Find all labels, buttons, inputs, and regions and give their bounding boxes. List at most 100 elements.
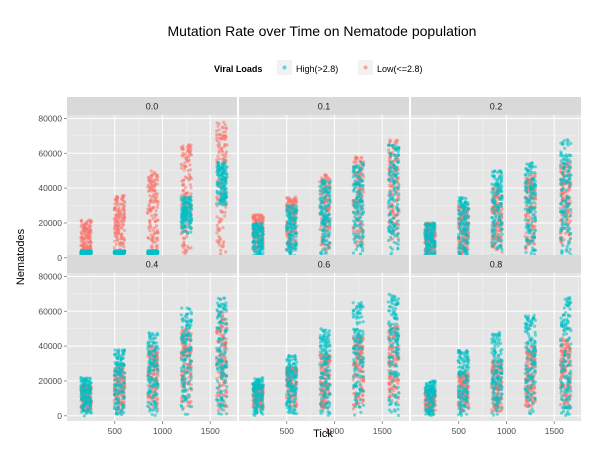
- data-point-high: [189, 218, 193, 222]
- data-point-high: [189, 211, 193, 215]
- data-point-low: [218, 236, 222, 240]
- data-point-high: [327, 212, 331, 217]
- data-point-high: [181, 205, 185, 209]
- data-point-high: [497, 233, 501, 237]
- data-point-low: [82, 245, 86, 249]
- y-tick-label: 60000: [38, 148, 62, 158]
- data-point-high: [320, 208, 324, 212]
- data-point-high: [534, 228, 538, 232]
- data-point-high: [500, 232, 504, 236]
- data-point-high: [466, 208, 470, 212]
- data-point-high: [284, 248, 289, 252]
- data-point-low: [531, 225, 535, 229]
- data-point-high: [187, 224, 192, 228]
- data-point-high: [186, 211, 190, 215]
- data-point-high: [500, 238, 504, 242]
- data-point-high: [424, 236, 428, 241]
- data-point-high: [466, 202, 470, 206]
- data-point-high: [182, 226, 186, 230]
- data-point-low: [155, 218, 159, 222]
- data-point-high: [389, 153, 393, 157]
- data-point-high: [568, 166, 573, 170]
- data-point-high: [319, 251, 323, 255]
- legend: Viral Loads High(>2.8) Low(<=2.8): [214, 60, 423, 75]
- data-point-low: [256, 218, 260, 222]
- data-point-high: [147, 251, 151, 256]
- data-point-low: [524, 231, 528, 235]
- data-point-high: [390, 251, 394, 255]
- data-point-high: [491, 193, 495, 197]
- data-point-high: [559, 151, 563, 156]
- data-point-high: [328, 217, 332, 221]
- data-point-high: [290, 226, 294, 230]
- data-point-high: [356, 210, 361, 214]
- data-point-high: [183, 229, 187, 233]
- data-point-high: [564, 188, 569, 192]
- data-point-low: [147, 203, 151, 207]
- data-point-high: [532, 213, 536, 217]
- data-point-high: [223, 178, 227, 182]
- data-point-low: [218, 243, 222, 247]
- data-point-high: [532, 190, 536, 194]
- data-point-high: [361, 179, 365, 183]
- data-point-low: [123, 200, 127, 204]
- data-point-high: [285, 227, 289, 231]
- data-point-high: [392, 166, 396, 170]
- data-point-high: [293, 219, 297, 223]
- data-point-low: [156, 175, 160, 179]
- data-point-low: [113, 223, 117, 227]
- data-point-high: [324, 180, 328, 184]
- data-point-high: [360, 188, 364, 192]
- data-point-high: [392, 216, 396, 220]
- data-point-high: [216, 173, 220, 177]
- data-point-high: [559, 159, 563, 163]
- data-point-high: [352, 219, 356, 223]
- data-point-low: [115, 239, 119, 243]
- data-point-high: [523, 173, 527, 177]
- data-point-low: [152, 371, 156, 375]
- data-point-high: [189, 195, 193, 199]
- data-point-low: [184, 235, 189, 239]
- data-point-high: [352, 223, 357, 227]
- data-point-low: [146, 207, 150, 211]
- data-point-high: [391, 229, 395, 233]
- data-point-high: [529, 202, 533, 206]
- data-point-high: [217, 201, 221, 206]
- data-point-high: [294, 242, 298, 246]
- data-point-high: [495, 246, 499, 250]
- data-point-high: [561, 199, 565, 203]
- data-point-high: [388, 245, 393, 249]
- data-point-high: [533, 217, 538, 221]
- data-point-low: [120, 226, 124, 230]
- data-point-low: [217, 140, 221, 145]
- data-point-high: [323, 251, 327, 255]
- data-point-high: [567, 173, 572, 177]
- data-point-high: [492, 198, 496, 202]
- data-point-high: [500, 174, 504, 178]
- data-point-high: [294, 235, 298, 239]
- data-point-high: [352, 168, 356, 172]
- data-point-low: [354, 156, 358, 160]
- data-point-high: [290, 246, 294, 251]
- data-point-high: [565, 174, 569, 178]
- data-point-high: [259, 241, 263, 245]
- data-point-low: [117, 217, 121, 221]
- legend-label-high: High(>2.8): [296, 64, 338, 74]
- data-point-low: [122, 219, 126, 223]
- data-point-high: [530, 161, 534, 165]
- data-point-high: [291, 212, 296, 217]
- chart-title: Mutation Rate over Time on Nematode popu…: [168, 23, 477, 39]
- data-point-high: [561, 243, 565, 248]
- data-point-high: [568, 160, 573, 164]
- data-point-high: [286, 221, 290, 225]
- data-point-high: [360, 236, 365, 240]
- data-point-high: [565, 229, 570, 233]
- data-point-low: [188, 150, 192, 154]
- data-point-low: [217, 220, 222, 224]
- data-point-low: [523, 234, 527, 238]
- data-point-high: [359, 226, 363, 230]
- data-point-high: [529, 190, 533, 195]
- data-point-high: [431, 225, 435, 229]
- data-point-high: [464, 200, 468, 204]
